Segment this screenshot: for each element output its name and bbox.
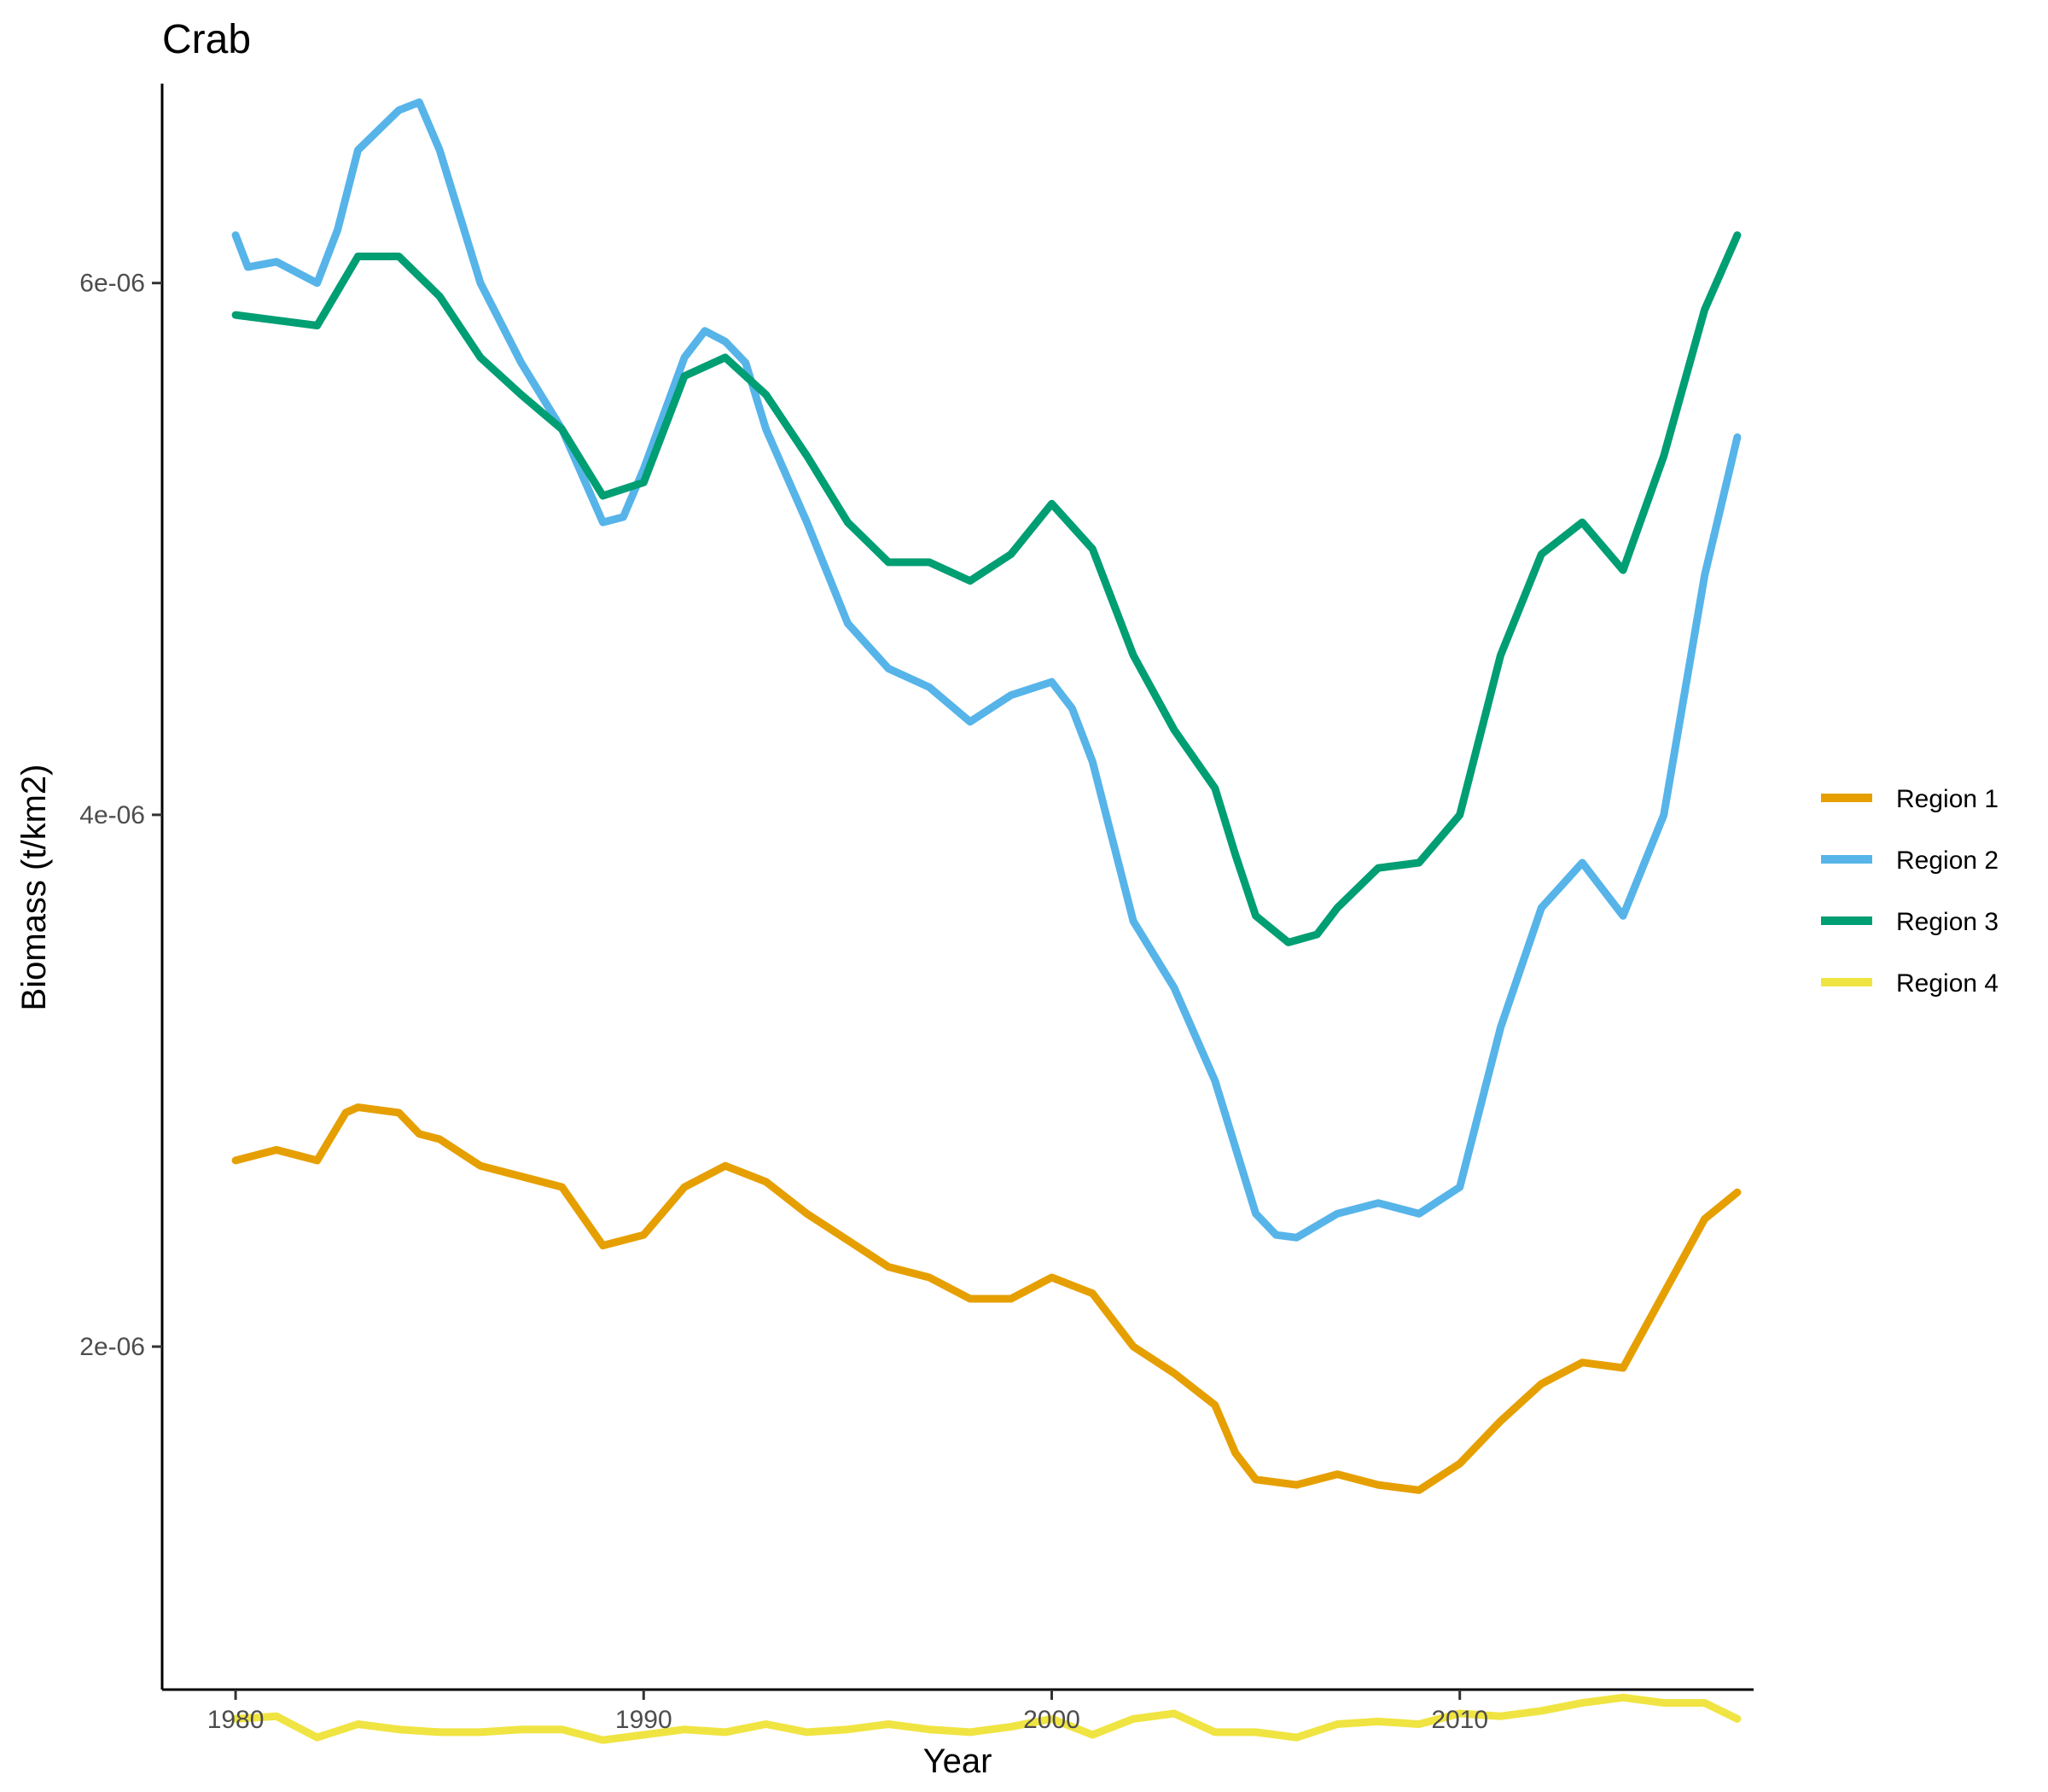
y-tick-label: 6e-06 [79, 270, 145, 298]
y-axis-ticks: 2e-06 4e-06 6e-06 [79, 270, 162, 1361]
series-layer [231, 98, 1742, 1744]
series-line-region-4 [231, 1693, 1742, 1744]
legend-label-region-3: Region 3 [1896, 908, 1999, 936]
legend-label-region-2: Region 2 [1896, 847, 1999, 875]
y-tick-label: 4e-06 [79, 801, 145, 829]
legend: Region 1 Region 2 Region 3 Region 4 [1821, 785, 1999, 998]
y-axis-title: Biomass (t/km2) [15, 765, 53, 1011]
x-axis-ticks: 1980 1990 2000 2010 [207, 1690, 1488, 1734]
x-tick-label: 1980 [207, 1706, 265, 1734]
y-tick-label: 2e-06 [79, 1333, 145, 1361]
chart-title: Crab [162, 17, 251, 62]
x-axis-title: Year [923, 1743, 992, 1780]
series-line-region-1 [231, 1103, 1742, 1494]
series-line-region-2 [231, 98, 1742, 1242]
legend-label-region-4: Region 4 [1896, 969, 1999, 998]
x-tick-label: 1990 [615, 1706, 672, 1734]
legend-label-region-1: Region 1 [1896, 785, 1999, 813]
series-line-region-3 [231, 231, 1742, 946]
x-tick-label: 2010 [1431, 1706, 1488, 1734]
x-tick-label: 2000 [1023, 1706, 1080, 1734]
